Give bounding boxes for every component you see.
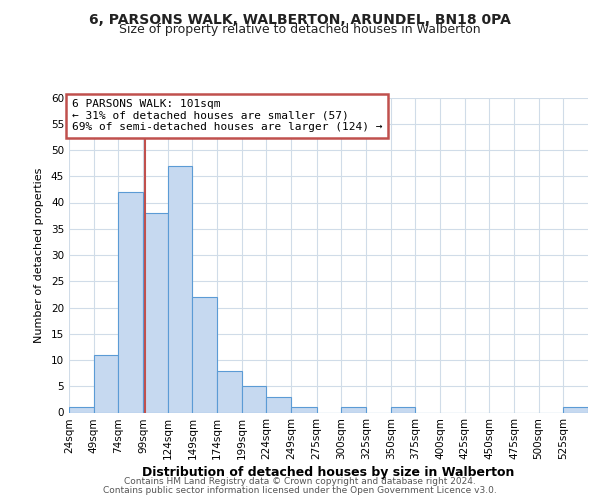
Bar — [143, 213, 167, 412]
Bar — [563, 407, 588, 412]
Bar — [118, 192, 143, 412]
Bar — [217, 370, 242, 412]
Text: Size of property relative to detached houses in Walberton: Size of property relative to detached ho… — [119, 24, 481, 36]
Bar — [391, 407, 415, 412]
Bar — [69, 407, 94, 412]
Y-axis label: Number of detached properties: Number of detached properties — [34, 168, 44, 342]
Bar — [94, 355, 118, 412]
Bar — [291, 407, 317, 412]
Bar — [341, 407, 366, 412]
Text: Contains HM Land Registry data © Crown copyright and database right 2024.: Contains HM Land Registry data © Crown c… — [124, 477, 476, 486]
Bar — [193, 297, 217, 412]
Bar — [242, 386, 266, 412]
Text: Contains public sector information licensed under the Open Government Licence v3: Contains public sector information licen… — [103, 486, 497, 495]
X-axis label: Distribution of detached houses by size in Walberton: Distribution of detached houses by size … — [142, 466, 515, 479]
Bar — [167, 166, 193, 412]
Bar — [266, 397, 291, 412]
Text: 6, PARSONS WALK, WALBERTON, ARUNDEL, BN18 0PA: 6, PARSONS WALK, WALBERTON, ARUNDEL, BN1… — [89, 12, 511, 26]
Text: 6 PARSONS WALK: 101sqm
← 31% of detached houses are smaller (57)
69% of semi-det: 6 PARSONS WALK: 101sqm ← 31% of detached… — [71, 99, 382, 132]
